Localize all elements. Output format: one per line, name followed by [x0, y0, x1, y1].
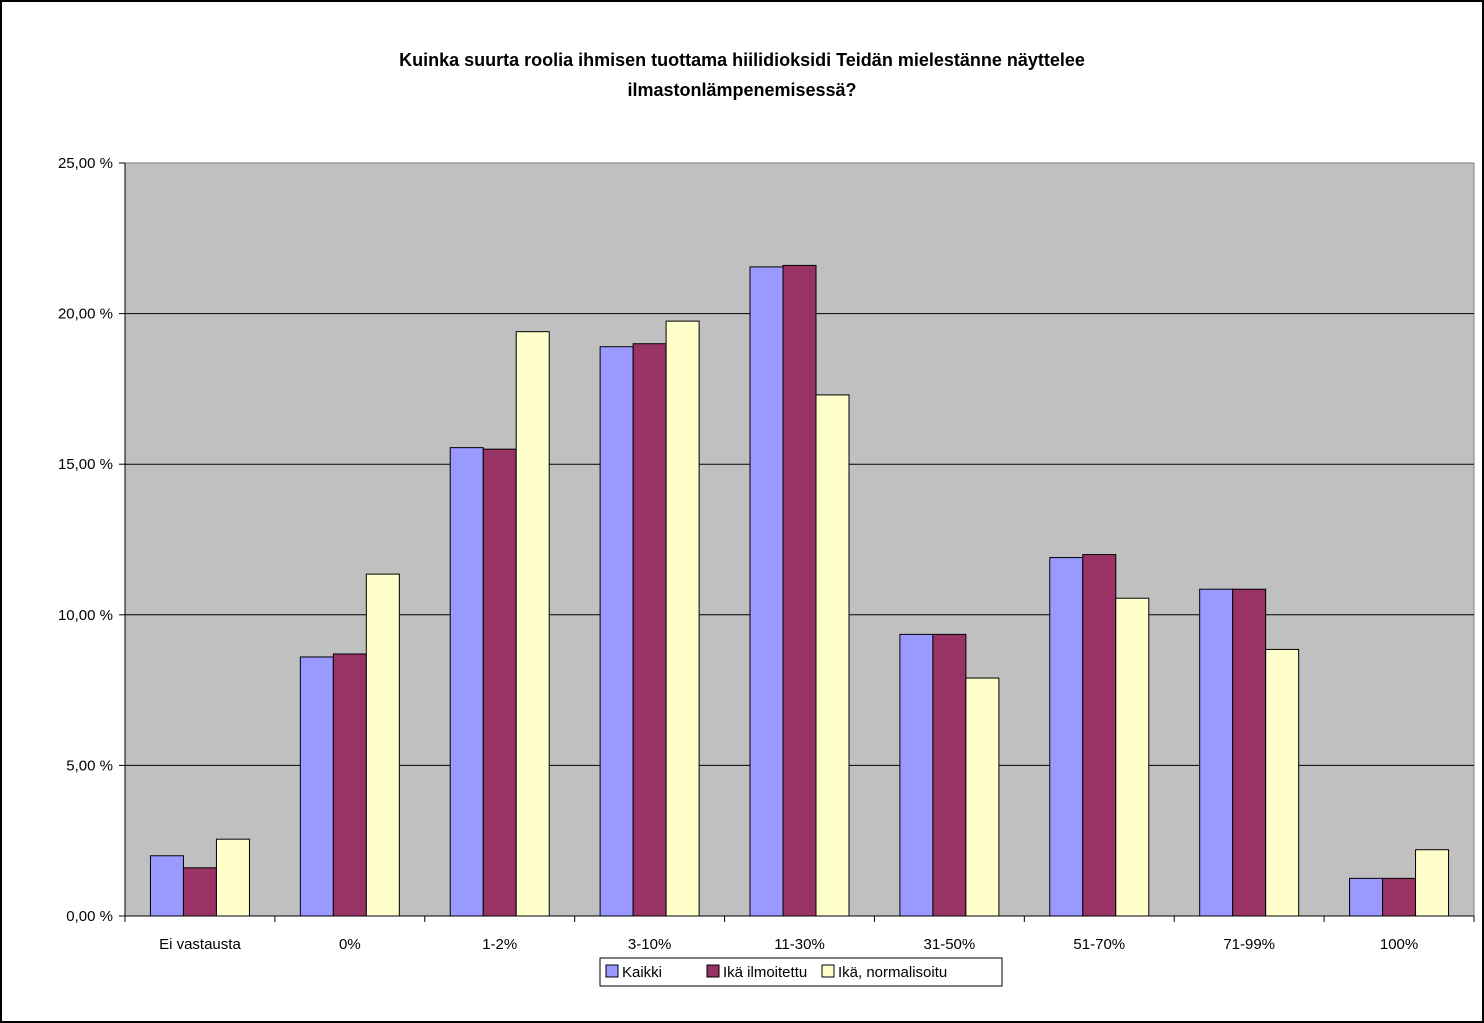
chart-title-line-1: Kuinka suurta roolia ihmisen tuottama hi… [399, 50, 1085, 70]
x-tick-labels: Ei vastausta 0% 1-2% 3-10% 11-30% 31-50% 51-70… [159, 936, 1418, 953]
bar [1232, 588, 1267, 917]
bar [599, 346, 634, 917]
axes [119, 162, 1475, 922]
x-tick-label: 0% [339, 936, 361, 953]
bar [1382, 877, 1417, 917]
bar [482, 448, 517, 917]
y-tick-label: 5,00 % [66, 757, 113, 774]
legend-swatch [605, 964, 619, 978]
legend-swatch [706, 964, 720, 978]
bar [1082, 554, 1117, 917]
y-tick-label: 20,00 % [58, 306, 113, 323]
bar [1415, 849, 1450, 917]
bar [449, 447, 484, 917]
y-tick-label: 25,00 % [58, 155, 113, 172]
y-tick-labels: 0,00 % 5,00 % 10,00 % 15,00 % 20,00 % 25,00 % [58, 155, 113, 925]
legend-swatch [821, 964, 835, 978]
bar [332, 653, 367, 917]
bar [299, 656, 334, 917]
bar [1115, 597, 1150, 917]
legend-label: Ikä ilmoitettu [723, 964, 807, 981]
y-tick-label: 0,00 % [66, 908, 113, 925]
bar [965, 677, 1000, 917]
bar [1265, 648, 1300, 917]
bar [1199, 588, 1234, 917]
x-tick-label: 31-50% [924, 936, 976, 953]
bar [932, 633, 967, 917]
bar [515, 331, 550, 917]
bar [632, 343, 667, 917]
legend: Kaikki Ikä ilmoitettu Ikä, normalisoitu [599, 957, 1003, 987]
x-tick-label: 3-10% [628, 936, 671, 953]
y-tick-label: 10,00 % [58, 607, 113, 624]
legend-label: Ikä, normalisoitu [838, 964, 947, 981]
x-tick-label: 51-70% [1073, 936, 1125, 953]
x-tick-label: 1-2% [482, 936, 517, 953]
x-tick-label: 11-30% [774, 936, 825, 953]
bars [149, 264, 1450, 917]
legend-label: Kaikki [622, 964, 662, 981]
bar [815, 394, 850, 917]
legend-box [599, 957, 1003, 987]
bar [1049, 557, 1084, 917]
bar [665, 320, 700, 917]
chart-title-line-2: ilmastonlämpenemisessä? [627, 80, 856, 100]
bar [899, 633, 934, 917]
bar [215, 838, 250, 917]
x-tick-label: Ei vastausta [159, 936, 241, 953]
x-tick-label: 100% [1380, 936, 1418, 953]
bar [149, 855, 184, 917]
bar [1349, 877, 1384, 917]
bar [182, 867, 217, 917]
x-tick-label: 71-99% [1223, 936, 1275, 953]
bar [782, 264, 817, 917]
y-tick-label: 15,00 % [58, 456, 113, 473]
bar [749, 266, 784, 917]
bar [365, 573, 400, 917]
